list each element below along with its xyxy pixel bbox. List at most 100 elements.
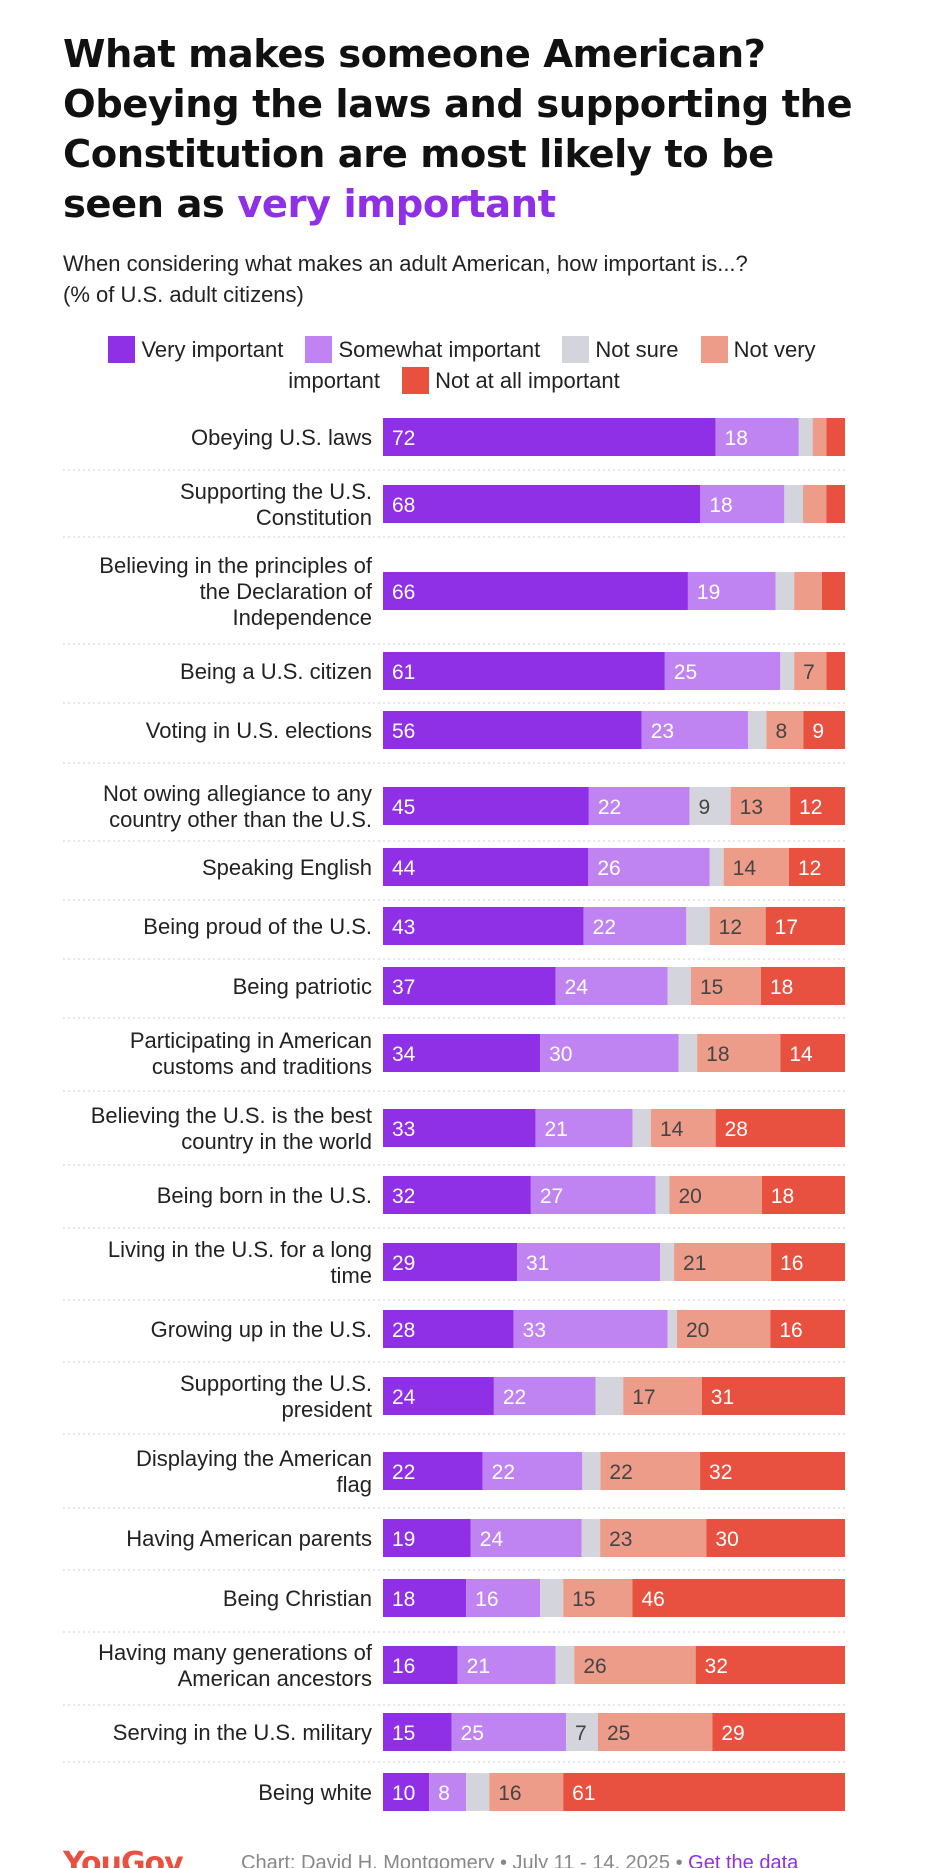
bar-segment-somewhat-important	[540, 1034, 679, 1072]
data-label: 21	[683, 1252, 706, 1275]
bar-row: Speaking English 44 26 14 12	[202, 848, 845, 886]
chart-legend: Very important Somewhat important Not su…	[63, 334, 853, 396]
data-label: 18	[725, 427, 748, 450]
bar-segment-somewhat-important	[715, 418, 799, 456]
bar-segment-very-important	[383, 848, 589, 886]
bar-segment-not-very-important	[600, 1452, 701, 1490]
bar-segment-very-important	[383, 485, 701, 523]
bar-segment-not-at-all-important	[790, 787, 845, 825]
title-line-2: Obeying the laws and supporting the	[63, 82, 853, 127]
bar-segment-not-very-important	[623, 1377, 702, 1415]
data-label: 17	[775, 916, 798, 939]
bar-segment-somewhat-important	[513, 1310, 668, 1348]
bar-segment-somewhat-important	[535, 1109, 633, 1147]
bar-segment-somewhat-important	[555, 967, 668, 1005]
legend-item-not-at-all-important: Not at all important	[402, 367, 620, 394]
bar-segment-not-very-important	[794, 572, 822, 610]
category-label: Growing up in the U.S.	[151, 1317, 372, 1342]
data-label: 22	[492, 1461, 515, 1484]
bar-segment-very-important	[383, 1646, 458, 1684]
bar-segment-not-sure	[686, 907, 710, 945]
data-label: 32	[392, 1185, 415, 1208]
data-label: 21	[467, 1655, 490, 1678]
data-label: 17	[632, 1386, 655, 1409]
legend-swatch-not-sure	[562, 336, 590, 363]
bar-segment-very-important	[383, 418, 716, 456]
data-label: 25	[607, 1722, 630, 1745]
bar-row: Obeying U.S. laws 72 18	[191, 418, 845, 456]
bar-segment-very-important	[383, 907, 584, 945]
category-label: Not owing allegiance to any	[103, 781, 372, 806]
data-label: 16	[475, 1588, 498, 1611]
data-label: 16	[392, 1655, 415, 1678]
bar-segment-not-at-all-important	[712, 1713, 845, 1751]
data-label: 30	[549, 1043, 572, 1066]
data-label: 8	[775, 720, 787, 743]
bar-segment-not-sure	[466, 1773, 490, 1811]
bar-segment-somewhat-important	[466, 1579, 541, 1617]
bar-segment-not-very-important	[674, 1243, 772, 1281]
bar-segment-not-sure	[565, 1713, 598, 1751]
bar-segment-not-at-all-important	[765, 907, 845, 945]
data-label: 45	[392, 796, 415, 819]
data-label: 24	[480, 1528, 504, 1551]
data-label: 16	[498, 1782, 521, 1805]
bar-segment-very-important	[383, 967, 556, 1005]
data-label: 18	[709, 494, 732, 517]
data-label: 33	[523, 1319, 546, 1342]
subtitle-population: (% of U.S. adult citizens)	[63, 282, 304, 307]
bar-segment-very-important	[383, 1109, 536, 1147]
data-label: 7	[575, 1722, 587, 1745]
data-label: 18	[771, 1185, 794, 1208]
category-label: American ancestors	[178, 1666, 372, 1691]
bar-segment-not-at-all-important	[821, 572, 845, 610]
data-label: 9	[698, 796, 710, 819]
bar-segment-not-sure	[798, 418, 813, 456]
data-label: 14	[789, 1043, 813, 1066]
category-label: Believing in the principles of	[99, 553, 373, 578]
data-label: 20	[686, 1319, 709, 1342]
bar-segment-very-important	[383, 1452, 483, 1490]
data-label: 72	[392, 427, 415, 450]
bar-segment-not-sure	[582, 1452, 601, 1490]
bar-segment-not-sure	[689, 787, 731, 825]
bar-segment-not-at-all-important	[715, 1109, 845, 1147]
data-label: 15	[700, 976, 723, 999]
get-the-data-link[interactable]: Get the data	[688, 1852, 799, 1868]
data-label: 22	[598, 796, 621, 819]
chart-subtitle: When considering what makes an adult Ame…	[63, 248, 863, 310]
bar-segment-not-sure	[667, 1310, 677, 1348]
bar-segment-not-sure	[775, 572, 795, 610]
data-label: 25	[674, 661, 697, 684]
data-label: 19	[392, 1528, 415, 1551]
data-label: 29	[392, 1252, 415, 1275]
legend-label: Not sure	[595, 337, 679, 362]
bar-segment-not-very-important	[730, 787, 791, 825]
bar-segment-not-sure	[660, 1243, 675, 1281]
bar-segment-not-at-all-important	[761, 967, 845, 1005]
category-label: Supporting the U.S.	[180, 479, 372, 504]
category-label: customs and traditions	[152, 1054, 372, 1079]
data-label: 26	[597, 857, 620, 880]
category-label: country other than the U.S.	[109, 807, 372, 832]
bar-segment-not-sure	[784, 485, 803, 523]
legend-item-not-very-important: Not very important	[288, 336, 816, 393]
bar-segment-not-sure	[595, 1377, 624, 1415]
bar-segment-very-important	[383, 1377, 494, 1415]
data-label: 12	[798, 857, 821, 880]
data-label: 22	[503, 1386, 526, 1409]
chart-credit: Chart: David H. Montgomery • July 11 - 1…	[241, 1852, 798, 1868]
bar-segment-very-important	[383, 1243, 517, 1281]
legend-swatch-somewhat-important	[305, 336, 333, 363]
bar-segment-not-very-important	[669, 1176, 762, 1214]
credit-text: Chart: David H. Montgomery • July 11 - 1…	[241, 1852, 689, 1868]
category-label: Constitution	[256, 505, 372, 530]
data-label: 12	[719, 916, 742, 939]
data-label: 22	[593, 916, 616, 939]
bar-segment-not-at-all-important	[789, 848, 845, 886]
